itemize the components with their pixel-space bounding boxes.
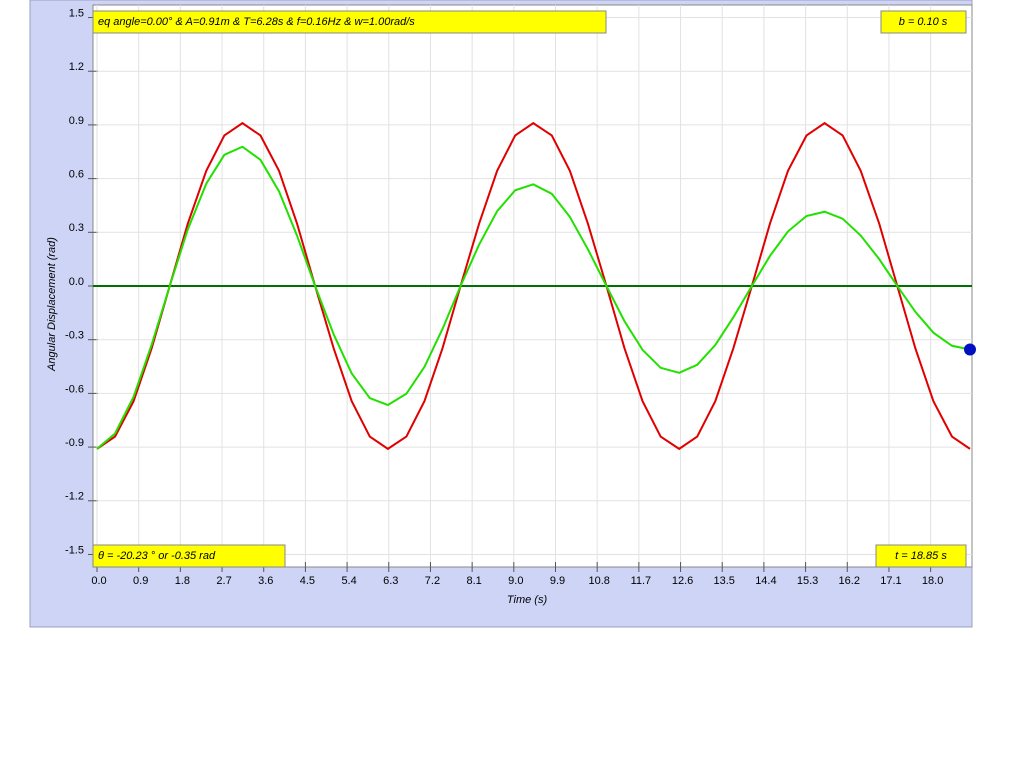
y-tick-label: 1.2 xyxy=(69,61,84,73)
y-tick-label: -0.3 xyxy=(65,330,84,342)
x-tick-label: 12.6 xyxy=(672,575,693,587)
x-tick-label: 7.2 xyxy=(425,575,440,587)
x-tick-label: 4.5 xyxy=(300,575,315,587)
x-axis-label: Time (s) xyxy=(507,594,548,606)
curves xyxy=(93,121,976,451)
time-box xyxy=(875,544,967,568)
time-text: t = 18.85 s xyxy=(895,550,947,562)
y-axis-label: Angular Displacement (rad) xyxy=(46,237,58,372)
angle-box xyxy=(92,544,286,568)
y-tick-label: 0.6 xyxy=(69,169,84,181)
x-tick-label: 18.0 xyxy=(922,575,943,587)
series-line xyxy=(96,121,971,451)
y-tick-label: -1.5 xyxy=(65,544,84,556)
y-tick-label: 0.3 xyxy=(69,222,84,234)
y-tick-label: 1.5 xyxy=(69,7,84,19)
x-tick-label: 13.5 xyxy=(714,575,735,587)
angle-text: θ = -20.23 ° or -0.35 rad xyxy=(98,550,216,562)
y-tick-label: -0.9 xyxy=(65,437,84,449)
x-tick-label: 14.4 xyxy=(755,575,776,587)
x-tick-label: 5.4 xyxy=(341,575,356,587)
x-tick-label: 16.2 xyxy=(839,575,860,587)
x-tick-label: 0.0 xyxy=(91,575,106,587)
series-line xyxy=(96,145,971,450)
x-tick-label: 15.3 xyxy=(797,575,818,587)
x-tick-label: 17.1 xyxy=(880,575,901,587)
x-tick-label: 9.9 xyxy=(550,575,565,587)
x-tick-label: 3.6 xyxy=(258,575,273,587)
params-box xyxy=(92,10,607,34)
current-point xyxy=(964,343,976,356)
x-tick-label: 2.7 xyxy=(216,575,231,587)
x-tick-label: 10.8 xyxy=(588,575,609,587)
x-tick-label: 6.3 xyxy=(383,575,398,587)
x-tick-label: 8.1 xyxy=(466,575,481,587)
damping-text: b = 0.10 s xyxy=(899,16,948,28)
y-tick-label: -0.6 xyxy=(65,383,84,395)
x-tick-label: 11.7 xyxy=(631,575,652,587)
x-tick-label: 9.0 xyxy=(508,575,523,587)
damping-box xyxy=(880,10,967,34)
x-tick-label: 1.8 xyxy=(175,575,190,587)
y-tick-label: 0.0 xyxy=(69,276,84,288)
params-text: eq angle=0.00° & A=0.91m & T=6.28s & f=0… xyxy=(98,16,415,28)
y-tick-label: -1.2 xyxy=(65,491,84,503)
x-tick-label: 0.9 xyxy=(133,575,148,587)
y-tick-label: 0.9 xyxy=(69,115,84,127)
